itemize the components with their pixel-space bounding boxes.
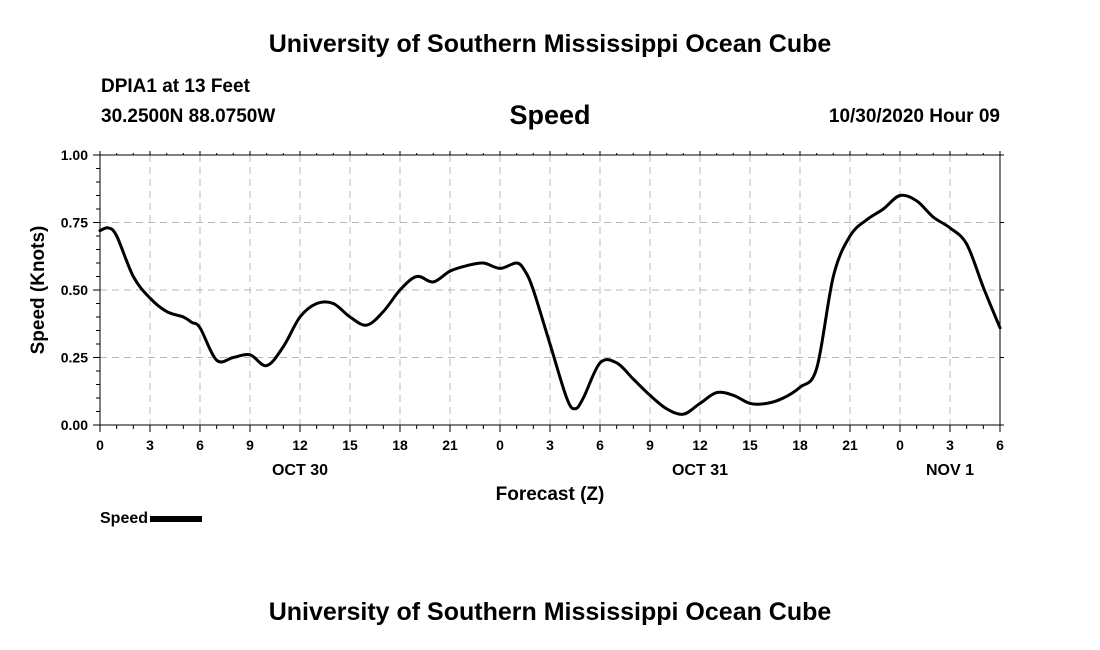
- x-tick-label: 9: [646, 437, 654, 453]
- x-tick-label: 0: [896, 437, 904, 453]
- x-tick-label: 21: [842, 437, 858, 453]
- y-tick-label: 0.00: [61, 417, 88, 433]
- speed-series-line: [98, 193, 1002, 416]
- grid-lines: [100, 155, 1000, 425]
- y-tick-label: 0.75: [61, 215, 88, 231]
- x-tick-label: 18: [792, 437, 808, 453]
- axis-ticks: [93, 151, 1004, 432]
- date-label: OCT 31: [672, 462, 728, 479]
- x-tick-label: 15: [742, 437, 758, 453]
- footer-title: University of Southern Mississippi Ocean…: [268, 598, 832, 626]
- y-tick-label: 1.00: [61, 147, 88, 163]
- x-tick-label: 6: [196, 437, 204, 453]
- y-tick-label: 0.25: [61, 350, 88, 366]
- forecast-run-time: 10/30/2020 Hour 09: [828, 106, 1000, 127]
- chart-title: University of Southern Mississippi Ocean…: [268, 30, 832, 58]
- date-label: OCT 30: [272, 462, 328, 479]
- legend-swatch: [150, 515, 203, 522]
- axis-labels: 0 3 6 9 12 15 18 21 0 3 6 9 12 15 18 21 0 3 6 0.00 0.25 0.50 0…: [61, 147, 1004, 479]
- x-tick-label: 18: [392, 437, 408, 453]
- legend: Speed: [100, 510, 203, 528]
- x-tick-label: 6: [596, 437, 604, 453]
- x-axis-title: Forecast (Z): [496, 484, 605, 505]
- date-label: NOV 1: [926, 462, 974, 479]
- x-tick-label: 0: [496, 437, 504, 453]
- x-tick-label: 3: [546, 437, 554, 453]
- x-tick-label: 15: [342, 437, 358, 453]
- x-tick-label: 3: [146, 437, 154, 453]
- x-tick-label: 3: [946, 437, 954, 453]
- x-tick-label: 0: [96, 437, 104, 453]
- legend-label: Speed: [100, 510, 149, 527]
- x-tick-label: 9: [246, 437, 254, 453]
- x-tick-label: 21: [442, 437, 458, 453]
- y-axis-title: Speed (Knots): [28, 226, 49, 355]
- station-label: DPIA1 at 13 Feet: [101, 76, 250, 97]
- x-tick-label: 6: [996, 437, 1004, 453]
- y-tick-label: 0.50: [61, 282, 88, 298]
- x-tick-label: 12: [692, 437, 708, 453]
- station-coordinates: 30.2500N 88.0750W: [101, 106, 276, 127]
- x-tick-label: 12: [292, 437, 308, 453]
- chart-subtitle: Speed: [509, 100, 591, 130]
